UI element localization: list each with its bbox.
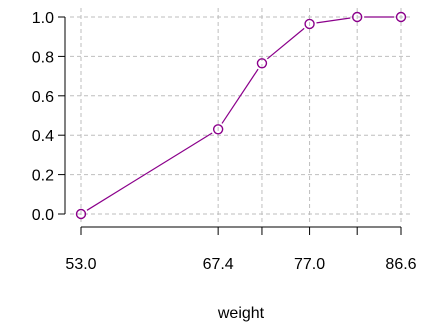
y-axis: 0.0 0.2 0.4 0.6 0.8 1.0 bbox=[32, 10, 66, 224]
data-point bbox=[304, 18, 315, 30]
x-axis: 53.0 67.4 77.0 86.6 bbox=[65, 226, 417, 273]
data-point bbox=[256, 58, 268, 69]
series-line bbox=[75, 11, 407, 220]
y-tick-label: 0.8 bbox=[32, 49, 54, 66]
data-point bbox=[351, 11, 363, 23]
series-segment bbox=[266, 27, 305, 60]
y-tick-label: 0.4 bbox=[32, 128, 54, 145]
y-tick-label: 0.6 bbox=[32, 89, 54, 106]
y-tick-label: 0.2 bbox=[32, 168, 54, 185]
y-tick-label: 0.0 bbox=[32, 207, 54, 224]
x-axis-label: weight bbox=[217, 305, 265, 322]
series-segment bbox=[316, 17, 351, 24]
data-point bbox=[212, 124, 224, 135]
data-point bbox=[75, 208, 87, 220]
x-tick-label: 86.6 bbox=[385, 256, 416, 273]
series-segment bbox=[221, 68, 259, 124]
x-tick-label: 53.0 bbox=[65, 256, 96, 273]
data-point bbox=[395, 11, 407, 23]
x-tick-label: 77.0 bbox=[294, 256, 325, 273]
series-segment bbox=[86, 132, 213, 211]
grid-lines bbox=[70, 8, 412, 222]
y-tick-label: 1.0 bbox=[32, 10, 54, 27]
x-tick-label: 67.4 bbox=[203, 256, 234, 273]
